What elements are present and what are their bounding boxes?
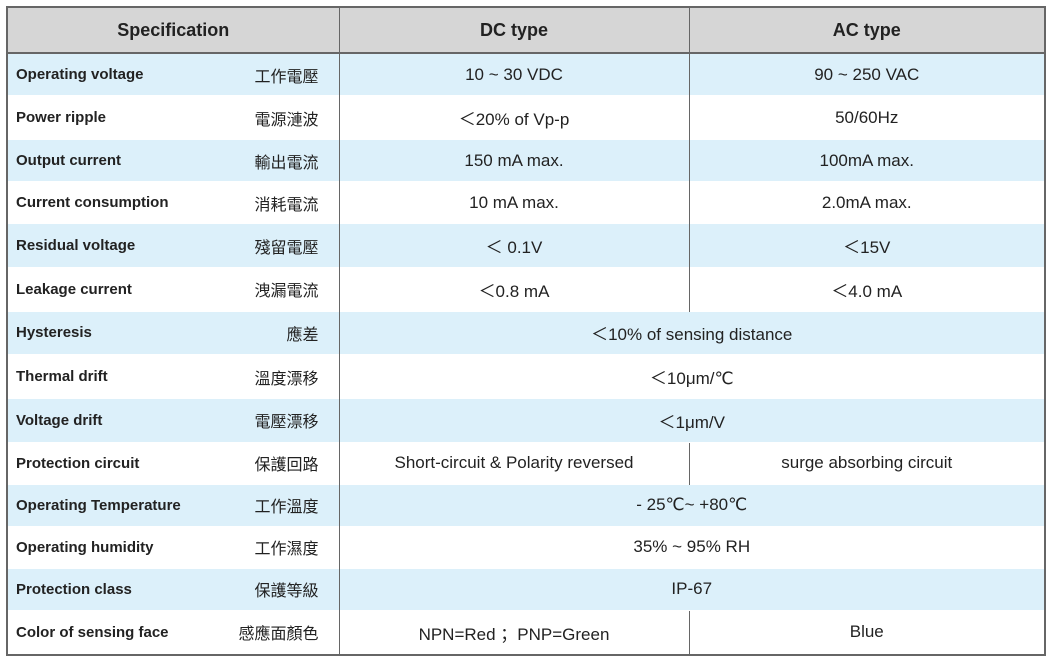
spec-name: Hysteresis: [7, 310, 227, 355]
table-row: Protection class 保護等級 IP-67: [7, 567, 1045, 611]
dc-value: ＜0.8 mA: [338, 266, 689, 312]
spec-name: Operating humidity: [7, 525, 227, 569]
table-row: Protection circuit 保護回路 Short-circuit & Po…: [7, 441, 1045, 485]
spec-name: Current consumption: [7, 181, 227, 224]
spec-value: 35% ~ 95% RH: [338, 525, 1045, 569]
ac-value: 90 ~ 250 VAC: [688, 52, 1045, 96]
spec-name: Residual voltage: [7, 223, 227, 268]
spec-name-zh: 消耗電流: [227, 181, 339, 224]
spec-name: Leakage current: [7, 266, 227, 312]
ac-value: 50/60Hz: [688, 95, 1045, 140]
spec-value: ＜10% of sensing distance: [338, 310, 1045, 355]
ac-value: surge absorbing circuit: [688, 441, 1045, 485]
dc-value: ＜ 0.1V: [338, 223, 689, 268]
spec-value: ＜1μm/V: [338, 397, 1045, 442]
table-row: Operating voltage 工作電壓 10 ~ 30 VDC 90 ~ 250…: [7, 52, 1045, 96]
spec-name-zh: 感應面顏色: [227, 609, 339, 655]
spec-name: Color of sensing face: [7, 609, 227, 655]
table-row: Power ripple 電源漣波 ＜20% of Vp-p 50/60Hz: [7, 95, 1045, 140]
table-row: Output current 輸出電流 150 mA max. 100mA max.: [7, 139, 1045, 182]
dc-value: 10 ~ 30 VDC: [338, 52, 689, 96]
table-row: Thermal drift 溫度漂移 ＜10μm/℃: [7, 354, 1045, 399]
spec-value: - 25℃~ +80℃: [338, 483, 1045, 527]
table-body: Operating voltage 工作電壓 10 ~ 30 VDC 90 ~ 250…: [7, 52, 1045, 655]
spec-name: Voltage drift: [7, 397, 227, 442]
table-row: Color of sensing face 感應面顏色 NPN=Red ；PNP=G…: [7, 609, 1045, 655]
spec-name-zh: 工作電壓: [227, 52, 339, 96]
header-cell: DC type: [338, 7, 689, 54]
spec-value: IP-67: [338, 567, 1045, 611]
spec-name-zh: 保護回路: [227, 441, 339, 485]
spec-name-zh: 殘留電壓: [227, 223, 339, 268]
ac-value: Blue: [688, 609, 1045, 655]
spec-name-zh: 應差: [227, 310, 339, 355]
ac-value: ＜15V: [688, 223, 1045, 268]
spec-value: ＜10μm/℃: [338, 354, 1045, 399]
dc-value: NPN=Red ；PNP=Green: [338, 609, 689, 655]
spec-name: Thermal drift: [7, 354, 227, 399]
spec-name-zh: 電源漣波: [227, 95, 339, 140]
table-row: Leakage current 洩漏電流 ＜0.8 mA ＜4.0 mA: [7, 266, 1045, 312]
spec-name-zh: 溫度漂移: [227, 354, 339, 399]
spec-name-zh: 電壓漂移: [227, 397, 339, 442]
spec-name: Protection class: [7, 567, 227, 611]
spec-name: Operating voltage: [7, 52, 227, 96]
dc-value: 10 mA max.: [338, 181, 689, 224]
spec-name: Output current: [7, 139, 227, 182]
dc-value: 150 mA max.: [338, 139, 689, 182]
table-row: Residual voltage 殘留電壓＜ 0.1V ＜15V: [7, 223, 1045, 268]
dc-value: Short-circuit & Polarity reversed: [338, 441, 689, 485]
ac-value: ＜4.0 mA: [688, 266, 1045, 312]
header-cell: AC type: [688, 7, 1045, 54]
spec-name: Power ripple: [7, 95, 227, 140]
header-row: Specification DC type AC type: [7, 7, 1045, 54]
spec-name-zh: 輸出電流: [227, 139, 339, 182]
spec-name: Protection circuit: [7, 441, 227, 485]
table-header: Specification DC type AC type: [7, 7, 1045, 54]
spec-name-zh: 工作溫度: [227, 483, 339, 527]
spec-table: Specification DC type AC type Operating …: [6, 6, 1046, 656]
spec-name-zh: 工作濕度: [227, 525, 339, 569]
table-row: Hysteresis 應差 ＜10% of sensing distance: [7, 310, 1045, 355]
ac-value: 100mA max.: [688, 139, 1045, 182]
spec-name-zh: 洩漏電流: [227, 266, 339, 312]
table-row: Operating Temperature 工作溫度 - 25℃~ +80℃: [7, 483, 1045, 527]
table-row: Current consumption 消耗電流 10 mA max. 2.0mA m…: [7, 181, 1045, 224]
spec-name: Operating Temperature: [7, 483, 227, 527]
header-cell: Specification: [7, 7, 339, 54]
table-row: Operating humidity 工作濕度 35% ~ 95% RH: [7, 525, 1045, 569]
ac-value: 2.0mA max.: [688, 181, 1045, 224]
dc-value: ＜20% of Vp-p: [338, 95, 689, 140]
spec-name-zh: 保護等級: [227, 567, 339, 611]
table-row: Voltage drift 電壓漂移 ＜1μm/V: [7, 397, 1045, 442]
